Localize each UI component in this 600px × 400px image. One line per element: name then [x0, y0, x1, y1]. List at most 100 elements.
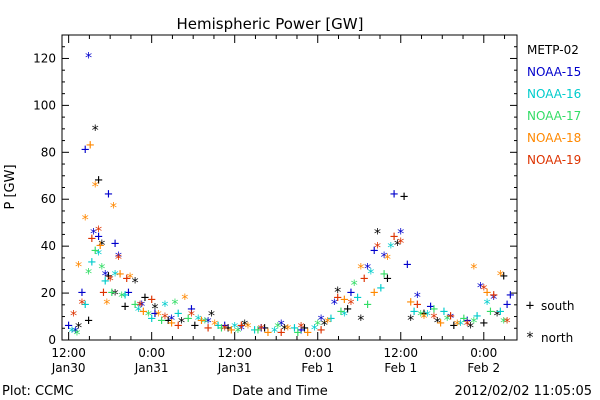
noaa-18-north-point: *	[109, 201, 117, 217]
noaa-18-north-point: *	[244, 320, 252, 336]
y-axis-label: P [GW]	[3, 164, 18, 209]
noaa-15-north-point: *	[84, 50, 92, 66]
legend-entry-metp-02: METP-02	[527, 43, 579, 57]
metp-02-north-point: *	[111, 287, 119, 303]
metp-02-north-point: *	[98, 238, 106, 254]
noaa-17-south-point: +	[363, 297, 371, 313]
noaa-18-south-point: +	[407, 294, 415, 310]
x-tick-label-time: 12:00	[217, 346, 252, 360]
noaa-15-north-point: *	[167, 313, 175, 329]
metp-02-north-point: *	[207, 309, 215, 325]
metp-02-south-point: +	[84, 313, 92, 329]
metp-02-south-point: +	[141, 290, 149, 306]
noaa-19-north-point: *	[161, 311, 169, 327]
noaa-16-south-point: +	[496, 304, 504, 320]
noaa-16-south-point: +	[327, 311, 335, 327]
noaa-16-south-point: +	[440, 304, 448, 320]
metp-02-south-point: +	[343, 302, 351, 318]
noaa-15-south-point: +	[64, 318, 72, 334]
noaa-15-south-point: +	[403, 257, 411, 273]
metp-02-south-point: +	[383, 271, 391, 287]
noaa-15-south-point: +	[94, 229, 102, 245]
noaa-18-north-point: *	[383, 252, 391, 268]
noaa-18-north-point: *	[181, 292, 189, 308]
noaa-18-north-point: *	[154, 309, 162, 325]
x-tick-label-time: 12:00	[51, 346, 86, 360]
noaa-16-north-point: *	[340, 309, 348, 325]
noaa-18-south-point: +	[116, 266, 124, 282]
noaa-16-south-point: +	[174, 306, 182, 322]
metp-02-south-point: +	[260, 320, 268, 336]
noaa-17-south-point: +	[337, 304, 345, 320]
noaa-18-north-point: *	[103, 297, 111, 313]
data-points: * +*+*+*+*+*+ * +*+ * + * + **+**+*+* +* + * + *++*++…	[64, 50, 514, 343]
x-tick-label-date: Feb 2	[467, 361, 500, 375]
noaa-15-north-point: *	[89, 226, 97, 242]
noaa-16-south-point: +	[101, 273, 109, 289]
noaa-18-north-point: *	[74, 259, 82, 275]
legend-marker-south: +	[526, 298, 534, 314]
legend-label-south: south	[541, 299, 575, 313]
noaa-17-south-point: +	[157, 313, 165, 329]
noaa-15-south-point: +	[347, 285, 355, 301]
noaa-16-north-point: *	[387, 241, 395, 257]
metp-02-north-point: *	[493, 309, 501, 325]
metp-02-south-point: +	[94, 172, 102, 188]
noaa-16-north-point: *	[161, 299, 169, 315]
legend-entry-noaa-15: NOAA-15	[527, 65, 581, 79]
noaa-19-south-point: +	[204, 320, 212, 336]
noaa-17-south-point: +	[460, 311, 468, 327]
noaa-18-south-point: +	[139, 304, 147, 320]
noaa-19-south-point: +	[446, 309, 454, 325]
noaa-17-north-point: *	[499, 316, 507, 332]
noaa-15-north-point: *	[237, 323, 245, 339]
noaa-17-south-point: +	[91, 243, 99, 259]
noaa-17-north-point: *	[314, 318, 322, 334]
noaa-19-north-point: *	[136, 299, 144, 315]
noaa-17-north-point: *	[171, 297, 179, 313]
noaa-17-north-point: *	[274, 320, 282, 336]
noaa-19-south-point: +	[317, 323, 325, 339]
noaa-19-north-point: *	[221, 323, 229, 339]
noaa-19-north-point: *	[430, 311, 438, 327]
noaa-16-south-point: +	[147, 311, 155, 327]
noaa-16-south-point: +	[250, 323, 258, 339]
noaa-18-north-point: *	[284, 323, 292, 339]
noaa-15-north-point: *	[101, 269, 109, 285]
noaa-16-south-point: +	[410, 304, 418, 320]
noaa-15-north-point: *	[397, 226, 405, 242]
noaa-17-north-point: *	[350, 278, 358, 294]
metp-02-south-point: +	[400, 189, 408, 205]
noaa-18-north-point: *	[453, 318, 461, 334]
noaa-16-north-point: *	[456, 318, 464, 334]
noaa-17-north-point: *	[201, 316, 209, 332]
noaa-16-north-point: *	[270, 325, 278, 341]
y-axis: 0 20 40 60 80 100 120	[33, 46, 517, 347]
noaa-15-south-point: +	[370, 243, 378, 259]
metp-02-south-point: +	[420, 306, 428, 322]
timestamp: 2012/02/02 11:05:05	[455, 384, 592, 399]
noaa-19-north-point: *	[257, 323, 265, 339]
metp-02-north-point: *	[74, 320, 82, 336]
metp-02-south-point: +	[450, 318, 458, 334]
noaa-16-north-point: *	[310, 323, 318, 339]
y-tick-label: 80	[41, 145, 56, 159]
metp-02-south-point: +	[121, 299, 129, 315]
legend: METP-02 NOAA-15 NOAA-16 NOAA-17 NOAA-18 NOAA-…	[526, 43, 582, 346]
x-tick-label-time: 0:00	[304, 346, 331, 360]
x-tick-label-time: 0:00	[470, 346, 497, 360]
noaa-16-south-point: +	[290, 320, 298, 336]
noaa-19-south-point: +	[123, 271, 131, 287]
x-axis-label: Date and Time	[232, 384, 328, 399]
noaa-15-north-point: *	[137, 299, 145, 315]
metp-02-south-point: +	[224, 320, 232, 336]
noaa-15-north-point: *	[277, 318, 285, 334]
noaa-18-south-point: +	[167, 316, 175, 332]
noaa-16-south-point: +	[214, 318, 222, 334]
noaa-18-south-point: +	[96, 238, 104, 254]
noaa-18-north-point: *	[91, 180, 99, 196]
noaa-15-north-point: *	[317, 313, 325, 329]
noaa-19-north-point: *	[94, 224, 102, 240]
legend-entry-noaa-19: NOAA-19	[527, 153, 581, 167]
noaa-17-south-point: +	[486, 304, 494, 320]
